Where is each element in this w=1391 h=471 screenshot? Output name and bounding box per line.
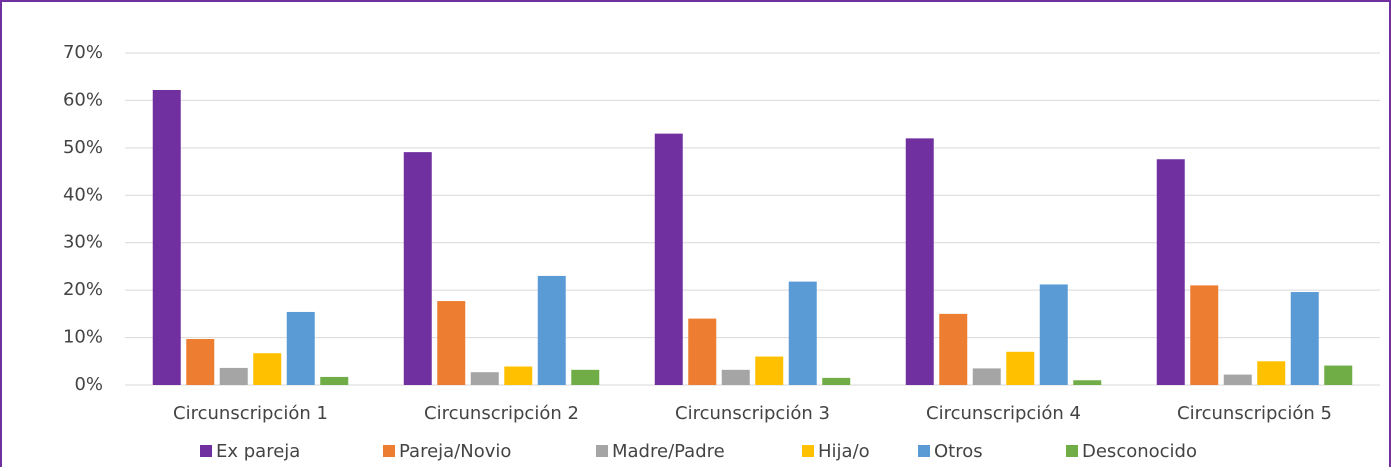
bar: [219, 367, 248, 385]
bar: [1156, 159, 1185, 385]
legend-swatch: [918, 445, 930, 457]
bar: [1257, 361, 1286, 385]
y-tick-label: 70%: [63, 42, 103, 63]
bar: [972, 368, 1001, 385]
legend-label: Madre/Padre: [612, 441, 725, 462]
bar: [403, 152, 432, 385]
bar: [654, 133, 683, 385]
legend-label: Hija/o: [818, 441, 870, 462]
bar: [939, 313, 968, 385]
bar: [788, 281, 817, 385]
y-tick-label: 20%: [63, 279, 103, 300]
x-tick-label: Circunscripción 5: [1177, 403, 1332, 424]
bar: [186, 338, 215, 385]
bar: [152, 89, 181, 385]
y-tick-label: 0%: [74, 374, 103, 395]
bar: [1190, 285, 1219, 385]
legend-swatch: [802, 445, 814, 457]
y-tick-label: 10%: [63, 327, 103, 348]
bar: [437, 301, 466, 385]
y-tick-label: 40%: [63, 184, 103, 205]
legend-swatch: [1066, 445, 1078, 457]
x-tick-label: Circunscripción 1: [173, 403, 328, 424]
legend-label: Otros: [934, 441, 983, 462]
bar: [537, 275, 566, 385]
bar: [822, 377, 851, 385]
legend-swatch: [200, 445, 212, 457]
bar: [320, 376, 349, 385]
x-tick-label: Circunscripción 4: [926, 403, 1081, 424]
bar: [688, 318, 717, 385]
legend-label: Ex pareja: [216, 441, 300, 462]
bar: [905, 138, 934, 385]
bar: [286, 311, 315, 385]
bar: [1073, 380, 1102, 385]
bar: [571, 369, 600, 385]
y-tick-label: 50%: [63, 137, 103, 158]
legend-label: Pareja/Novio: [399, 441, 511, 462]
bar: [1290, 292, 1319, 385]
legend-swatch: [383, 445, 395, 457]
bar: [755, 356, 784, 385]
legend-swatch: [596, 445, 608, 457]
bar: [504, 366, 533, 385]
bar: [253, 353, 282, 385]
bar: [470, 372, 499, 385]
y-tick-label: 60%: [63, 89, 103, 110]
bar: [1324, 365, 1353, 385]
bar: [721, 369, 750, 385]
bar: [1039, 284, 1068, 385]
bar: [1006, 351, 1035, 385]
y-tick-label: 30%: [63, 232, 103, 253]
legend-label: Desconocido: [1082, 441, 1197, 462]
x-tick-label: Circunscripción 3: [675, 403, 830, 424]
x-tick-label: Circunscripción 2: [424, 403, 579, 424]
bar: [1223, 374, 1252, 385]
